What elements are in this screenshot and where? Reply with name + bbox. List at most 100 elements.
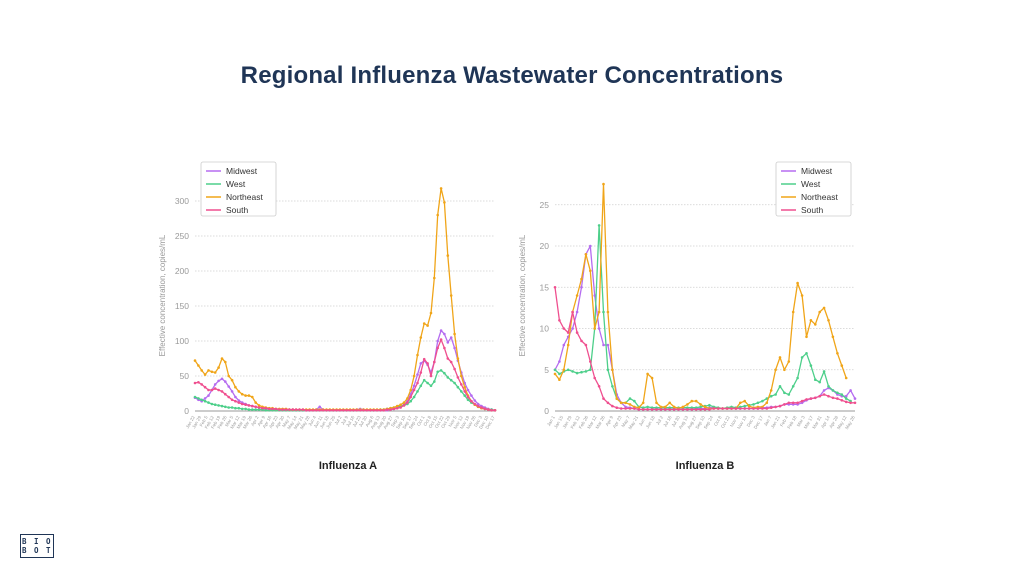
x-tick-label: Mar 19 xyxy=(236,415,248,430)
x-tick-label: Jul 2 xyxy=(655,415,664,426)
data-point-northeast xyxy=(589,269,592,273)
x-tick-label: Feb 5 xyxy=(199,415,209,428)
data-point-south xyxy=(849,401,852,405)
data-point-northeast xyxy=(615,397,619,400)
data-point-south xyxy=(624,407,627,410)
data-point-south xyxy=(230,398,234,402)
x-tick-label: Sep 10 xyxy=(694,415,706,430)
data-point-west xyxy=(566,368,570,372)
data-point-south xyxy=(382,409,386,412)
data-point-midwest xyxy=(571,327,574,330)
data-point-northeast xyxy=(439,187,443,190)
x-tick-label: Apr 9 xyxy=(604,415,614,427)
data-point-south xyxy=(721,407,724,410)
data-point-south xyxy=(331,409,335,412)
data-point-northeast xyxy=(558,378,561,381)
x-tick-label: Aug 27 xyxy=(686,415,698,430)
data-point-south xyxy=(224,392,227,396)
data-point-south xyxy=(335,409,338,412)
data-point-south xyxy=(385,408,389,411)
data-point-midwest xyxy=(822,389,826,392)
data-point-south xyxy=(611,404,614,408)
data-point-northeast xyxy=(460,374,463,378)
data-point-south xyxy=(646,408,649,411)
data-point-northeast xyxy=(602,182,605,186)
x-tick-label: Feb 26 xyxy=(216,415,228,430)
x-tick-label: Jan 21 xyxy=(770,415,781,430)
data-point-northeast xyxy=(566,343,570,347)
x-tick-label: Jun 4 xyxy=(307,415,317,427)
data-point-northeast xyxy=(463,385,467,389)
data-point-west xyxy=(805,352,808,355)
data-point-northeast xyxy=(409,388,413,392)
x-tick-label: Dec 3 xyxy=(473,415,483,428)
data-point-midwest xyxy=(466,388,470,392)
x-tick-label: Jul 30 xyxy=(358,415,369,428)
y-tick-label: 200 xyxy=(175,266,189,276)
x-tick-label: Aug 13 xyxy=(678,415,690,430)
x-tick-label: Apr 23 xyxy=(268,415,279,429)
data-point-northeast xyxy=(419,336,423,339)
data-point-south xyxy=(271,407,274,411)
data-point-south xyxy=(730,407,733,410)
data-point-south xyxy=(473,402,477,406)
x-tick-label: Feb 12 xyxy=(570,415,582,430)
data-point-west xyxy=(836,391,839,395)
data-point-midwest xyxy=(606,343,610,347)
data-point-west xyxy=(220,404,224,408)
data-point-south xyxy=(294,408,298,411)
x-tick-label: Dec 10 xyxy=(478,415,490,430)
data-point-south xyxy=(429,374,433,378)
data-point-northeast xyxy=(244,394,247,397)
x-tick-label: Oct 22 xyxy=(720,415,731,429)
data-point-west xyxy=(230,406,234,409)
data-point-south xyxy=(419,371,423,374)
data-point-west xyxy=(254,408,257,411)
data-point-south xyxy=(668,408,671,411)
data-point-south xyxy=(672,408,676,411)
data-point-south xyxy=(197,381,200,384)
data-point-west xyxy=(597,224,601,227)
data-point-midwest xyxy=(213,383,217,386)
data-point-south xyxy=(409,395,413,399)
x-tick-label: Jun 11 xyxy=(313,415,324,429)
data-point-northeast xyxy=(207,369,210,372)
data-point-south xyxy=(681,408,685,411)
x-tick-label: Apr 30 xyxy=(274,415,285,429)
data-point-south xyxy=(490,409,493,412)
legend-label-northeast: Northeast xyxy=(226,192,263,202)
data-point-midwest xyxy=(844,394,848,398)
data-point-midwest xyxy=(853,397,857,400)
data-point-south xyxy=(254,405,257,409)
data-point-west xyxy=(756,401,760,405)
data-point-south xyxy=(288,408,291,411)
x-tick-label: Jan 29 xyxy=(191,415,202,430)
data-point-west xyxy=(460,390,463,393)
data-point-south xyxy=(240,402,244,406)
x-tick-label: Aug 6 xyxy=(364,415,374,428)
data-point-south xyxy=(422,357,426,361)
data-point-northeast xyxy=(562,368,566,372)
y-tick-label: 5 xyxy=(544,365,549,375)
x-tick-label: May 28 xyxy=(299,415,311,431)
x-tick-label: May 21 xyxy=(293,415,305,431)
data-point-midwest xyxy=(575,310,579,314)
data-point-west xyxy=(244,407,247,411)
data-point-west xyxy=(774,393,777,396)
data-point-south xyxy=(355,409,359,412)
data-point-south xyxy=(493,409,497,412)
data-point-northeast xyxy=(449,294,453,297)
x-tick-label: Sep 3 xyxy=(390,415,400,428)
data-point-south xyxy=(375,409,379,412)
data-point-south xyxy=(278,408,281,411)
data-point-south xyxy=(234,399,237,403)
data-point-northeast xyxy=(655,401,658,405)
data-point-northeast xyxy=(200,369,203,372)
x-tick-label: Jan 29 xyxy=(561,415,572,430)
data-point-northeast xyxy=(611,368,614,372)
data-point-south xyxy=(703,408,707,411)
x-tick-label: Nov 12 xyxy=(453,415,465,430)
data-point-south xyxy=(686,408,689,411)
data-point-west xyxy=(787,393,791,396)
data-point-midwest xyxy=(562,343,566,347)
